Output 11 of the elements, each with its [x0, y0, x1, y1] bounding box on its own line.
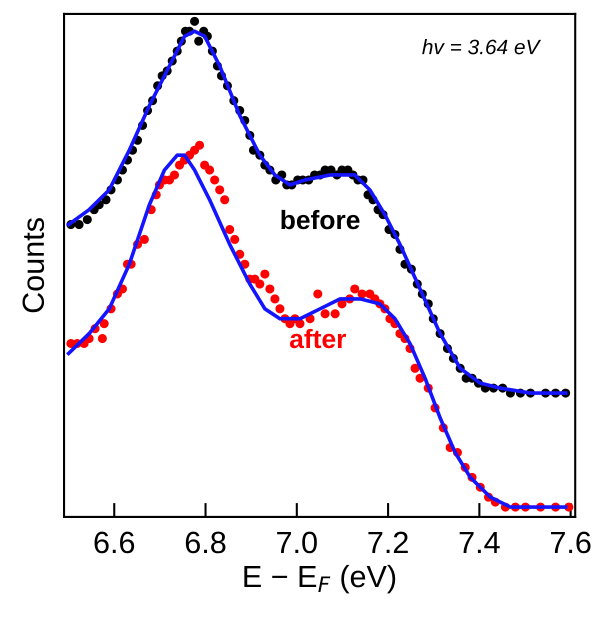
- series-label: after: [290, 328, 346, 348]
- x-tick-label: 7.6: [550, 532, 591, 554]
- x-tick-label: 6.6: [94, 532, 134, 554]
- x-axis-title: E − E$_{F}$ (eV): [244, 564, 396, 594]
- y-axis-title: Counts: [22, 218, 44, 312]
- x-tick-label: 7.4: [460, 532, 500, 554]
- x-tick-label: 7.0: [277, 532, 317, 554]
- series-label: before: [282, 210, 360, 230]
- x-tick-label: 7.2: [368, 532, 408, 554]
- annotation: hv = 3.64 eV: [422, 39, 542, 54]
- x-tick-label: 6.8: [186, 532, 226, 554]
